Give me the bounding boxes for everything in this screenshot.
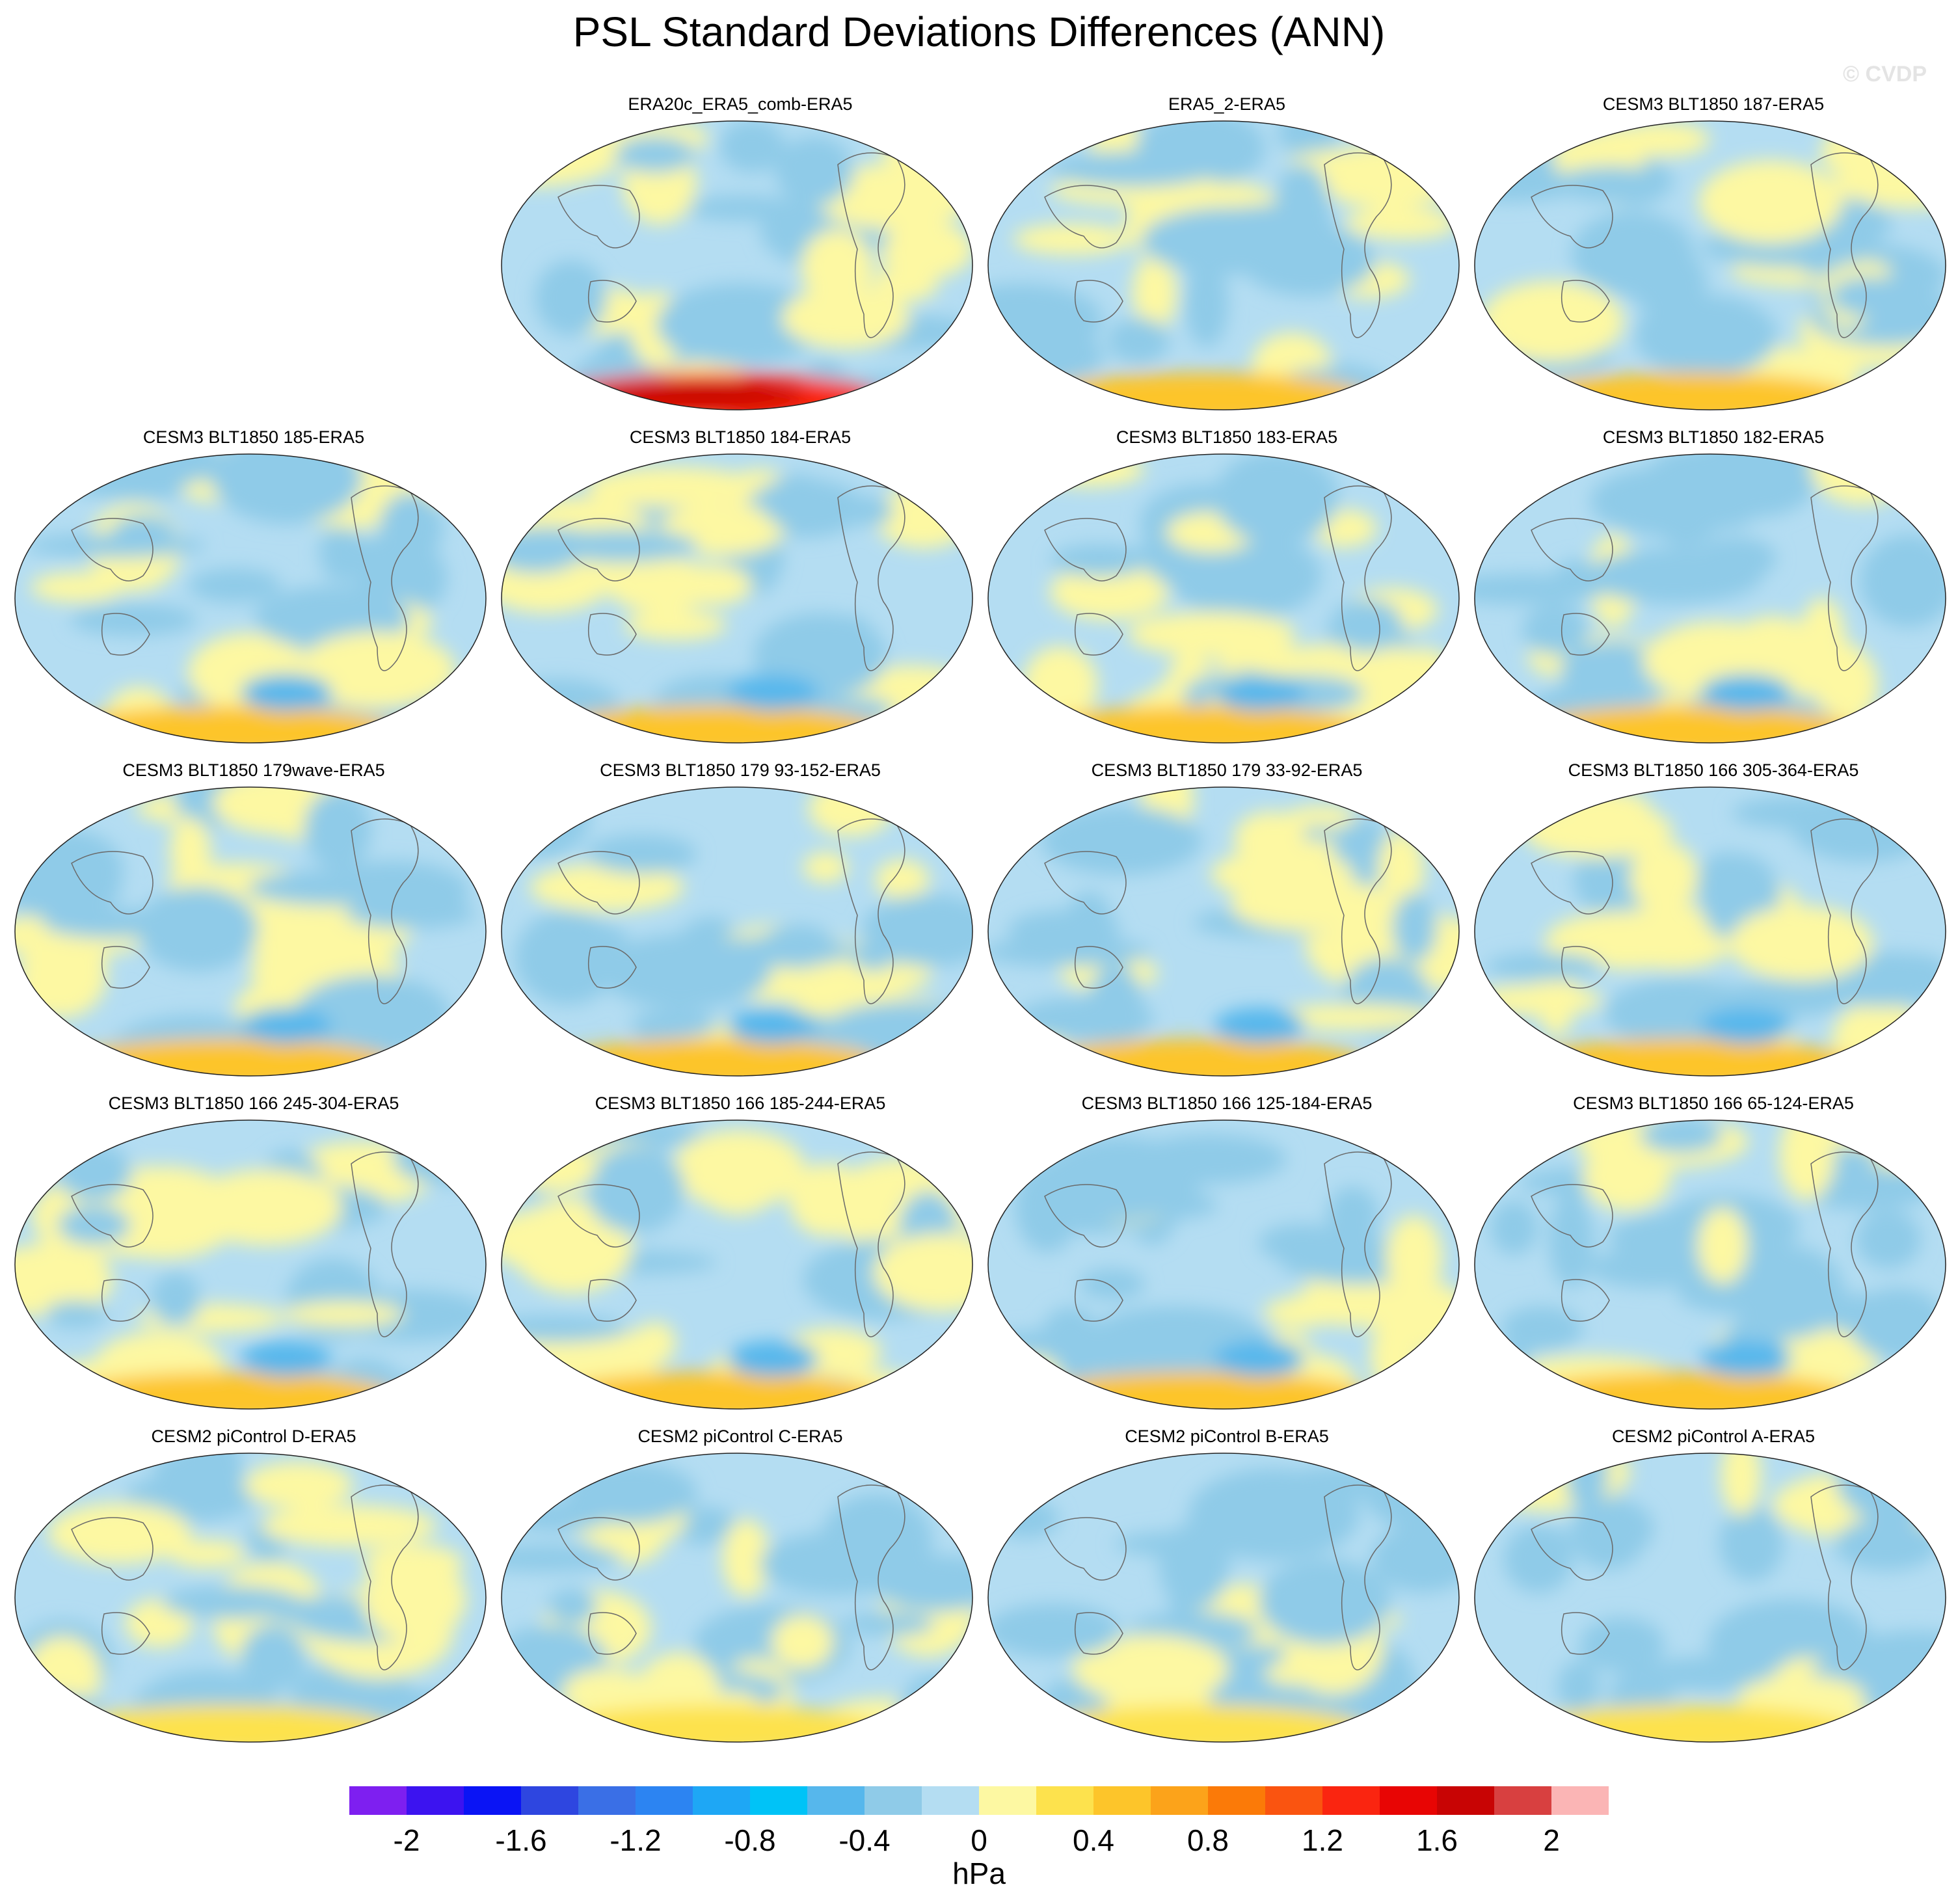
figure-title: PSL Standard Deviations Differences (ANN… [572,8,1386,55]
colorbar-tick-label: 1.2 [1302,1823,1343,1857]
colorbar-box [865,1786,922,1815]
panel-title: CESM3 BLT1850 184-ERA5 [629,427,852,447]
map-panel: CESM3 BLT1850 185-ERA5 [13,427,494,753]
map-panel: CESM2 piControl A-ERA5 [1473,1427,1954,1752]
map-panel: CESM3 BLT1850 166 185-244-ERA5 [500,1093,981,1419]
world-map [14,453,487,744]
world-map [987,1120,1460,1410]
colorbar-box [1208,1786,1266,1815]
colorbar-box [807,1786,865,1815]
map-panel: CESM3 BLT1850 179 93-152-ERA5 [500,760,981,1086]
panel-title: CESM3 BLT1850 185-ERA5 [142,427,365,447]
world-map [14,786,487,1077]
panel-title: CESM3 BLT1850 166 185-244-ERA5 [595,1093,886,1113]
map-panel: CESM3 BLT1850 179wave-ERA5 [13,760,494,1086]
world-map [501,786,973,1077]
colorbar-box [750,1786,808,1815]
map-panel: ERA5_2-ERA5 [986,94,1468,420]
world-map [501,1120,973,1410]
panel-title: CESM3 BLT1850 187-ERA5 [1602,94,1825,114]
world-map [1474,453,1946,744]
colorbar-box [1151,1786,1209,1815]
colorbar-box [464,1786,522,1815]
colorbar-box [1093,1786,1151,1815]
world-map [1474,120,1946,410]
colorbar-box [1380,1786,1438,1815]
colorbar-tick-label: 0.8 [1187,1823,1229,1857]
world-map [14,1453,487,1743]
map-panel: CESM3 BLT1850 166 65-124-ERA5 [1473,1093,1954,1419]
world-map [987,1453,1460,1743]
colorbar-tick-label: 1.6 [1416,1823,1458,1857]
map-panel: CESM2 piControl B-ERA5 [986,1427,1468,1752]
colorbar-box [979,1786,1037,1815]
colorbar-tick-label: -1.6 [495,1823,547,1857]
watermark: © CVDP [1843,62,1927,87]
colorbar-tick-label: -0.4 [838,1823,891,1857]
colorbar-box [1036,1786,1094,1815]
world-map [14,1120,487,1410]
panel-title: CESM3 BLT1850 179 93-152-ERA5 [600,760,881,780]
colorbar-box [636,1786,693,1815]
map-panel: CESM3 BLT1850 166 245-304-ERA5 [13,1093,494,1419]
world-map [501,1453,973,1743]
panel-title: CESM2 piControl C-ERA5 [637,1427,843,1446]
panel-title: CESM3 BLT1850 179 33-92-ERA5 [1091,760,1363,780]
colorbar-box [693,1786,751,1815]
map-panel: CESM3 BLT1850 182-ERA5 [1473,427,1954,753]
panel-title: CESM3 BLT1850 182-ERA5 [1602,427,1825,447]
panel-title: CESM3 BLT1850 166 245-304-ERA5 [108,1093,399,1113]
map-panel: ERA20c_ERA5_comb-ERA5 [500,94,981,420]
map-panel: CESM3 BLT1850 179 33-92-ERA5 [986,760,1468,1086]
panel-title: CESM3 BLT1850 166 65-124-ERA5 [1573,1093,1854,1113]
world-map [987,786,1460,1077]
panel-title: ERA5_2-ERA5 [1168,94,1286,114]
colorbar-box [407,1786,464,1815]
panel-title: CESM2 piControl A-ERA5 [1611,1427,1816,1446]
map-panel: CESM3 BLT1850 183-ERA5 [986,427,1468,753]
colorbar-box [521,1786,579,1815]
world-map [1474,1120,1946,1410]
map-panel: CESM3 BLT1850 187-ERA5 [1473,94,1954,420]
colorbar [349,1786,1609,1815]
world-map [501,120,973,410]
panel-title: CESM2 piControl B-ERA5 [1125,1427,1329,1446]
colorbar-box [1437,1786,1495,1815]
map-panel: CESM2 piControl C-ERA5 [500,1427,981,1752]
panel-title: CESM3 BLT1850 179wave-ERA5 [122,760,385,780]
map-panel: CESM3 BLT1850 166 305-364-ERA5 [1473,760,1954,1086]
panel-title: CESM2 piControl D-ERA5 [151,1427,356,1446]
world-map [987,120,1460,410]
map-panel: CESM2 piControl D-ERA5 [13,1427,494,1752]
colorbar-box [578,1786,636,1815]
colorbar-box [349,1786,407,1815]
colorbar-tick-label: 2 [1543,1823,1560,1857]
colorbar-tick-label: -0.8 [724,1823,776,1857]
colorbar-box [922,1786,980,1815]
colorbar-box [1322,1786,1380,1815]
colorbar-box [1265,1786,1323,1815]
world-map [501,453,973,744]
colorbar-box [1551,1786,1609,1815]
colorbar-box [1494,1786,1552,1815]
colorbar-tick-label: -2 [393,1823,420,1857]
colorbar-tick-label: -1.2 [610,1823,662,1857]
map-panel: CESM3 BLT1850 166 125-184-ERA5 [986,1093,1468,1419]
world-map [1474,1453,1946,1743]
world-map [987,453,1460,744]
panel-title: CESM3 BLT1850 166 305-364-ERA5 [1568,760,1859,780]
panel-title: CESM3 BLT1850 183-ERA5 [1116,427,1338,447]
colorbar-tick-label: 0.4 [1073,1823,1114,1857]
panel-title: ERA20c_ERA5_comb-ERA5 [628,94,853,114]
map-panel: CESM3 BLT1850 184-ERA5 [500,427,981,753]
colorbar-tick-label: 0 [971,1823,987,1857]
colorbar-units: hPa [952,1857,1006,1890]
panel-title: CESM3 BLT1850 166 125-184-ERA5 [1081,1093,1373,1113]
world-map [1474,786,1946,1077]
